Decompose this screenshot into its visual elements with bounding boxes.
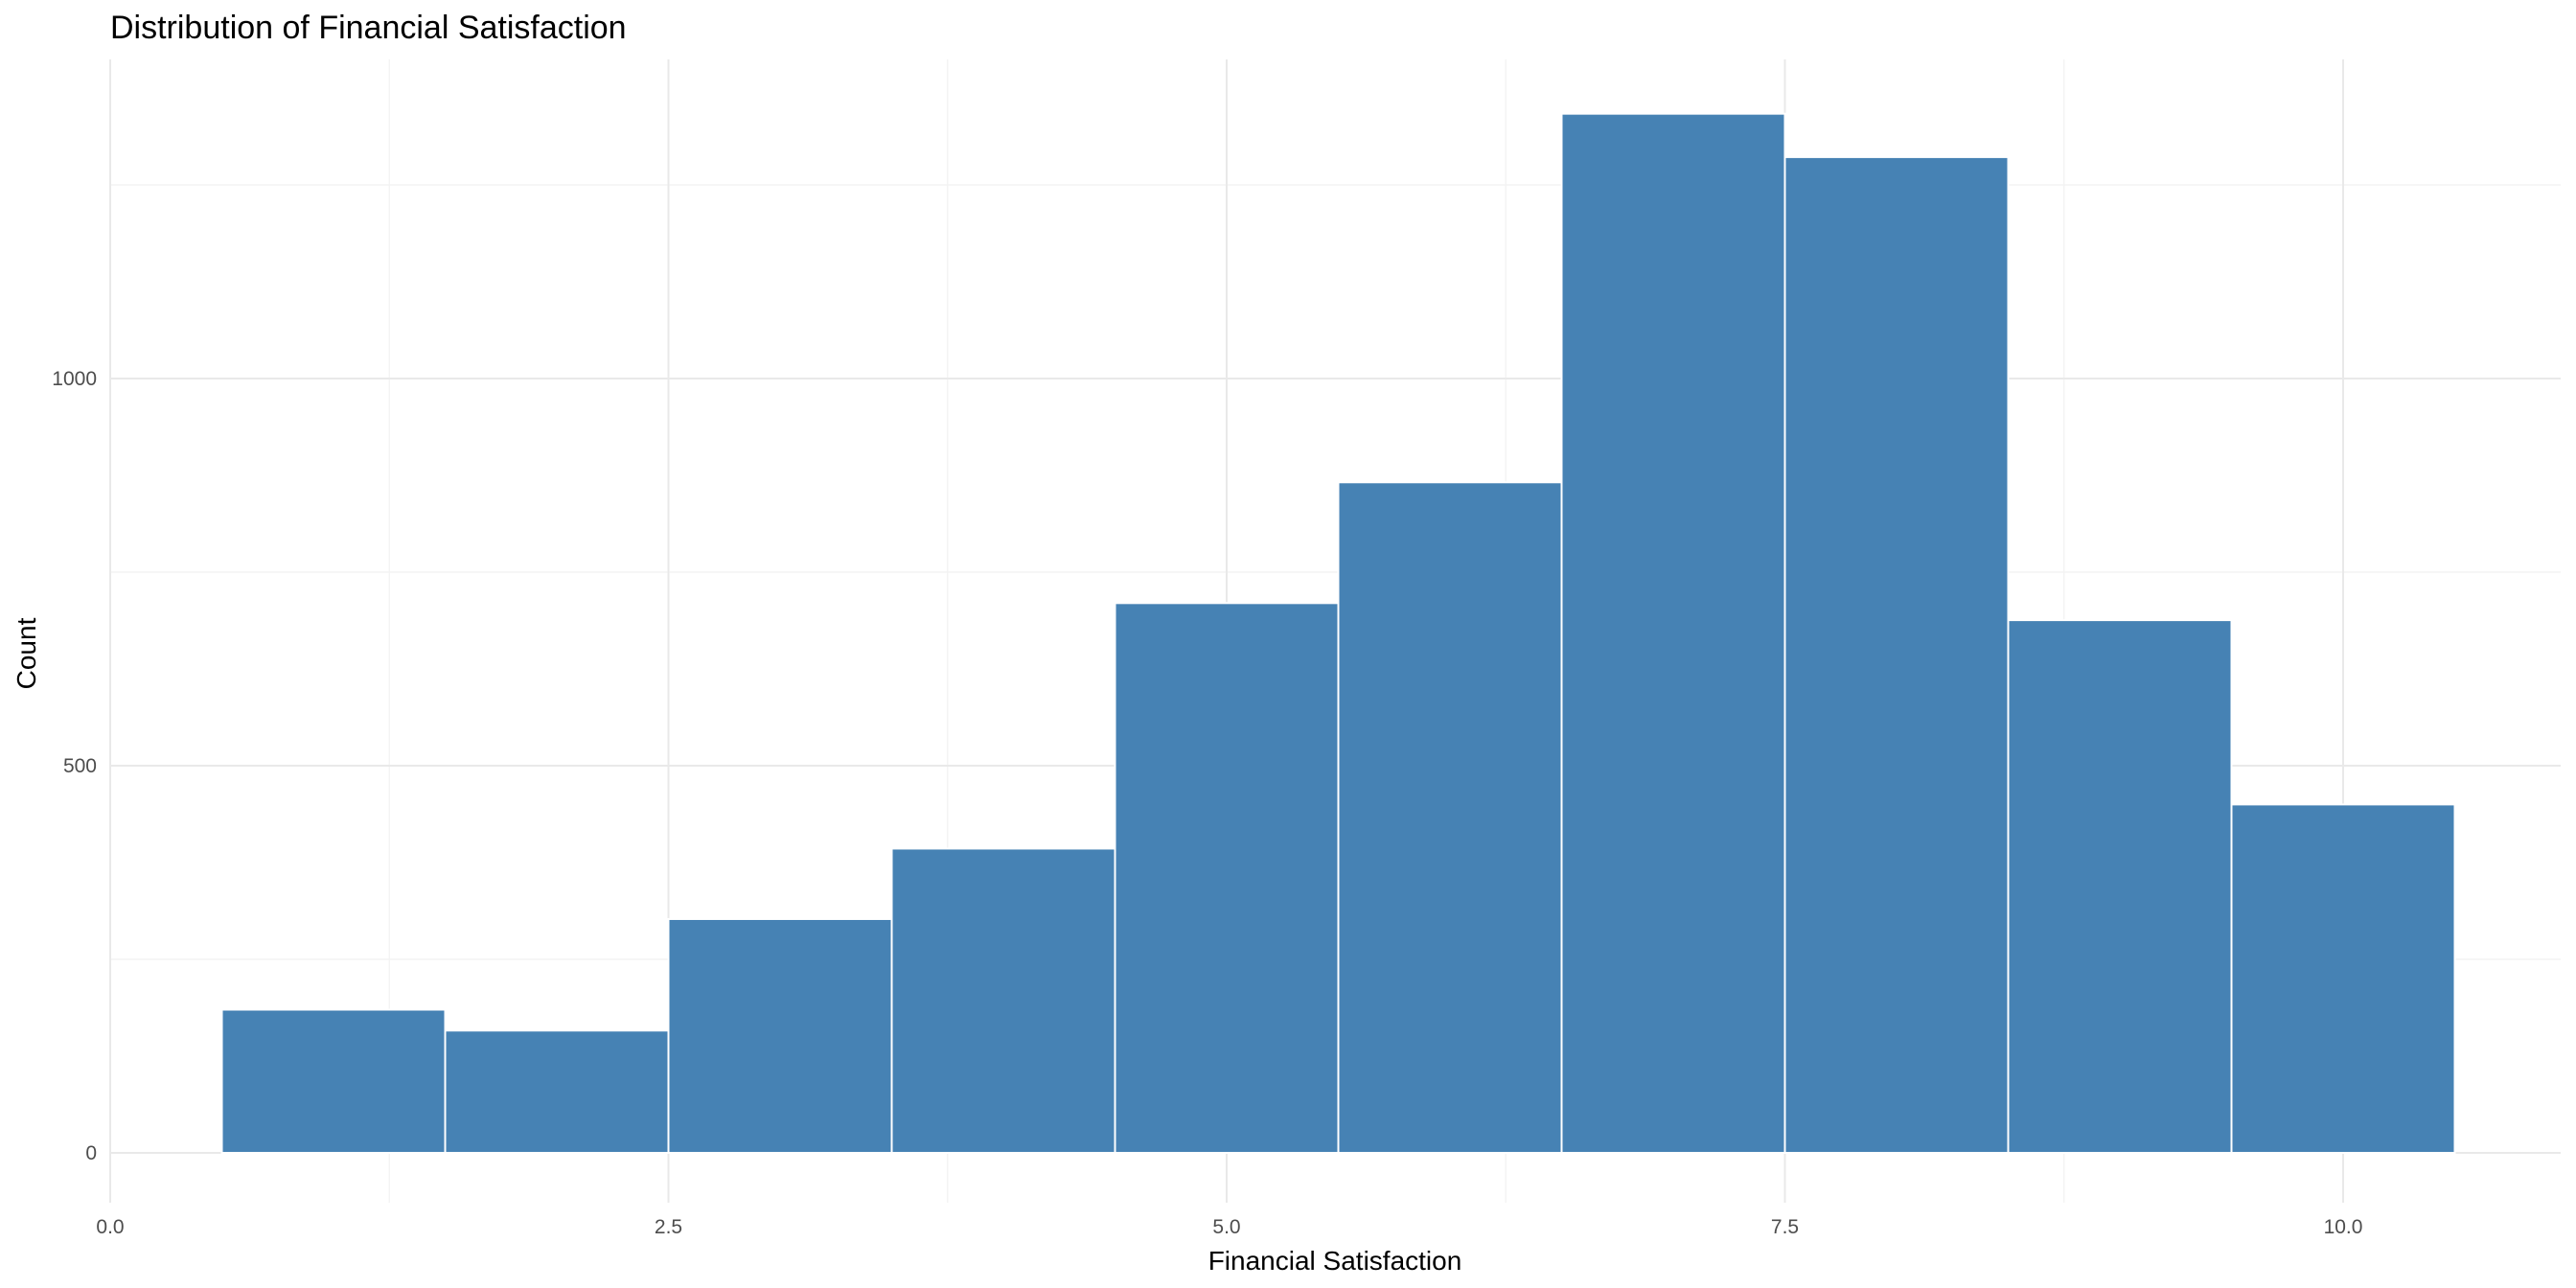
histogram-bar: [1114, 602, 1340, 1154]
x-tick-label: 10.0: [2324, 1216, 2363, 1238]
x-axis-ticks: 0.0 2.5 5.0 7.5 10.0: [96, 1216, 2362, 1238]
chart-title: Distribution of Financial Satisfaction: [110, 10, 627, 46]
x-tick-label: 5.0: [1212, 1216, 1240, 1238]
histogram-bars: [220, 112, 2456, 1155]
histogram-bar: [667, 917, 893, 1155]
x-tick-label: 0.0: [96, 1216, 124, 1238]
x-tick-label: 7.5: [1771, 1216, 1799, 1238]
histogram-bar: [2007, 619, 2233, 1154]
x-axis-title: Financial Satisfaction: [1208, 1246, 1462, 1276]
y-tick-label: 0: [85, 1142, 97, 1164]
histogram-bar: [1337, 481, 1563, 1155]
histogram-bar: [220, 1008, 447, 1155]
x-tick-label: 2.5: [655, 1216, 682, 1238]
y-axis-ticks: 0 500 1000: [52, 368, 97, 1164]
histogram-bar: [444, 1029, 670, 1155]
histogram-bar: [890, 847, 1116, 1154]
histogram-bar: [1783, 155, 2010, 1155]
y-axis-title: Count: [12, 617, 41, 689]
histogram-bar: [1560, 112, 1786, 1155]
y-tick-label: 1000: [52, 368, 97, 390]
histogram-bar: [2230, 803, 2456, 1155]
y-tick-label: 500: [63, 755, 97, 777]
